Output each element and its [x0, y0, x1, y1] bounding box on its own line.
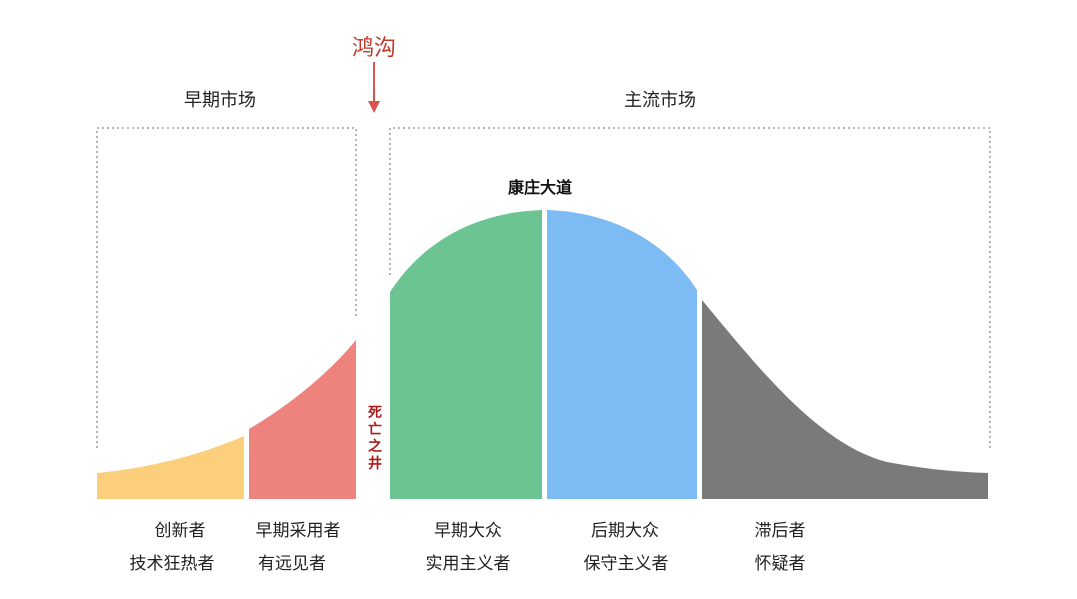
- peak-label: 康庄大道: [507, 178, 572, 197]
- segment-name-innovators: 创新者: [154, 521, 206, 541]
- segment-name-late-majority: 后期大众: [591, 521, 659, 541]
- segment-trait-laggards: 怀疑者: [754, 554, 806, 574]
- mainstream-market-bracket: [389, 127, 991, 448]
- segment-innovators: [97, 436, 244, 499]
- segment-early-adopters: [249, 340, 356, 499]
- chasm-arrow-head: [368, 101, 380, 113]
- segment-name-early-majority: 早期大众: [434, 521, 502, 541]
- segment-trait-innovators: 技术狂热者: [129, 554, 215, 574]
- segment-name-laggards: 滞后者: [754, 521, 806, 541]
- segment-trait-late-majority: 保守主义者: [583, 554, 669, 574]
- segment-trait-early-majority: 实用主义者: [425, 554, 511, 574]
- death-well-label: 死亡之井: [368, 405, 382, 472]
- segment-laggards: [702, 300, 988, 499]
- early-market-label: 早期市场: [184, 90, 256, 111]
- mainstream-market-label: 主流市场: [624, 90, 696, 111]
- early-market-bracket: [96, 127, 357, 448]
- chasm-label: 鸿沟: [351, 36, 396, 61]
- segment-late-majority: [547, 210, 697, 499]
- segment-early-majority: [390, 210, 542, 499]
- segment-trait-early-adopters: 有远见者: [258, 554, 326, 574]
- segment-name-early-adopters: 早期采用者: [255, 521, 341, 541]
